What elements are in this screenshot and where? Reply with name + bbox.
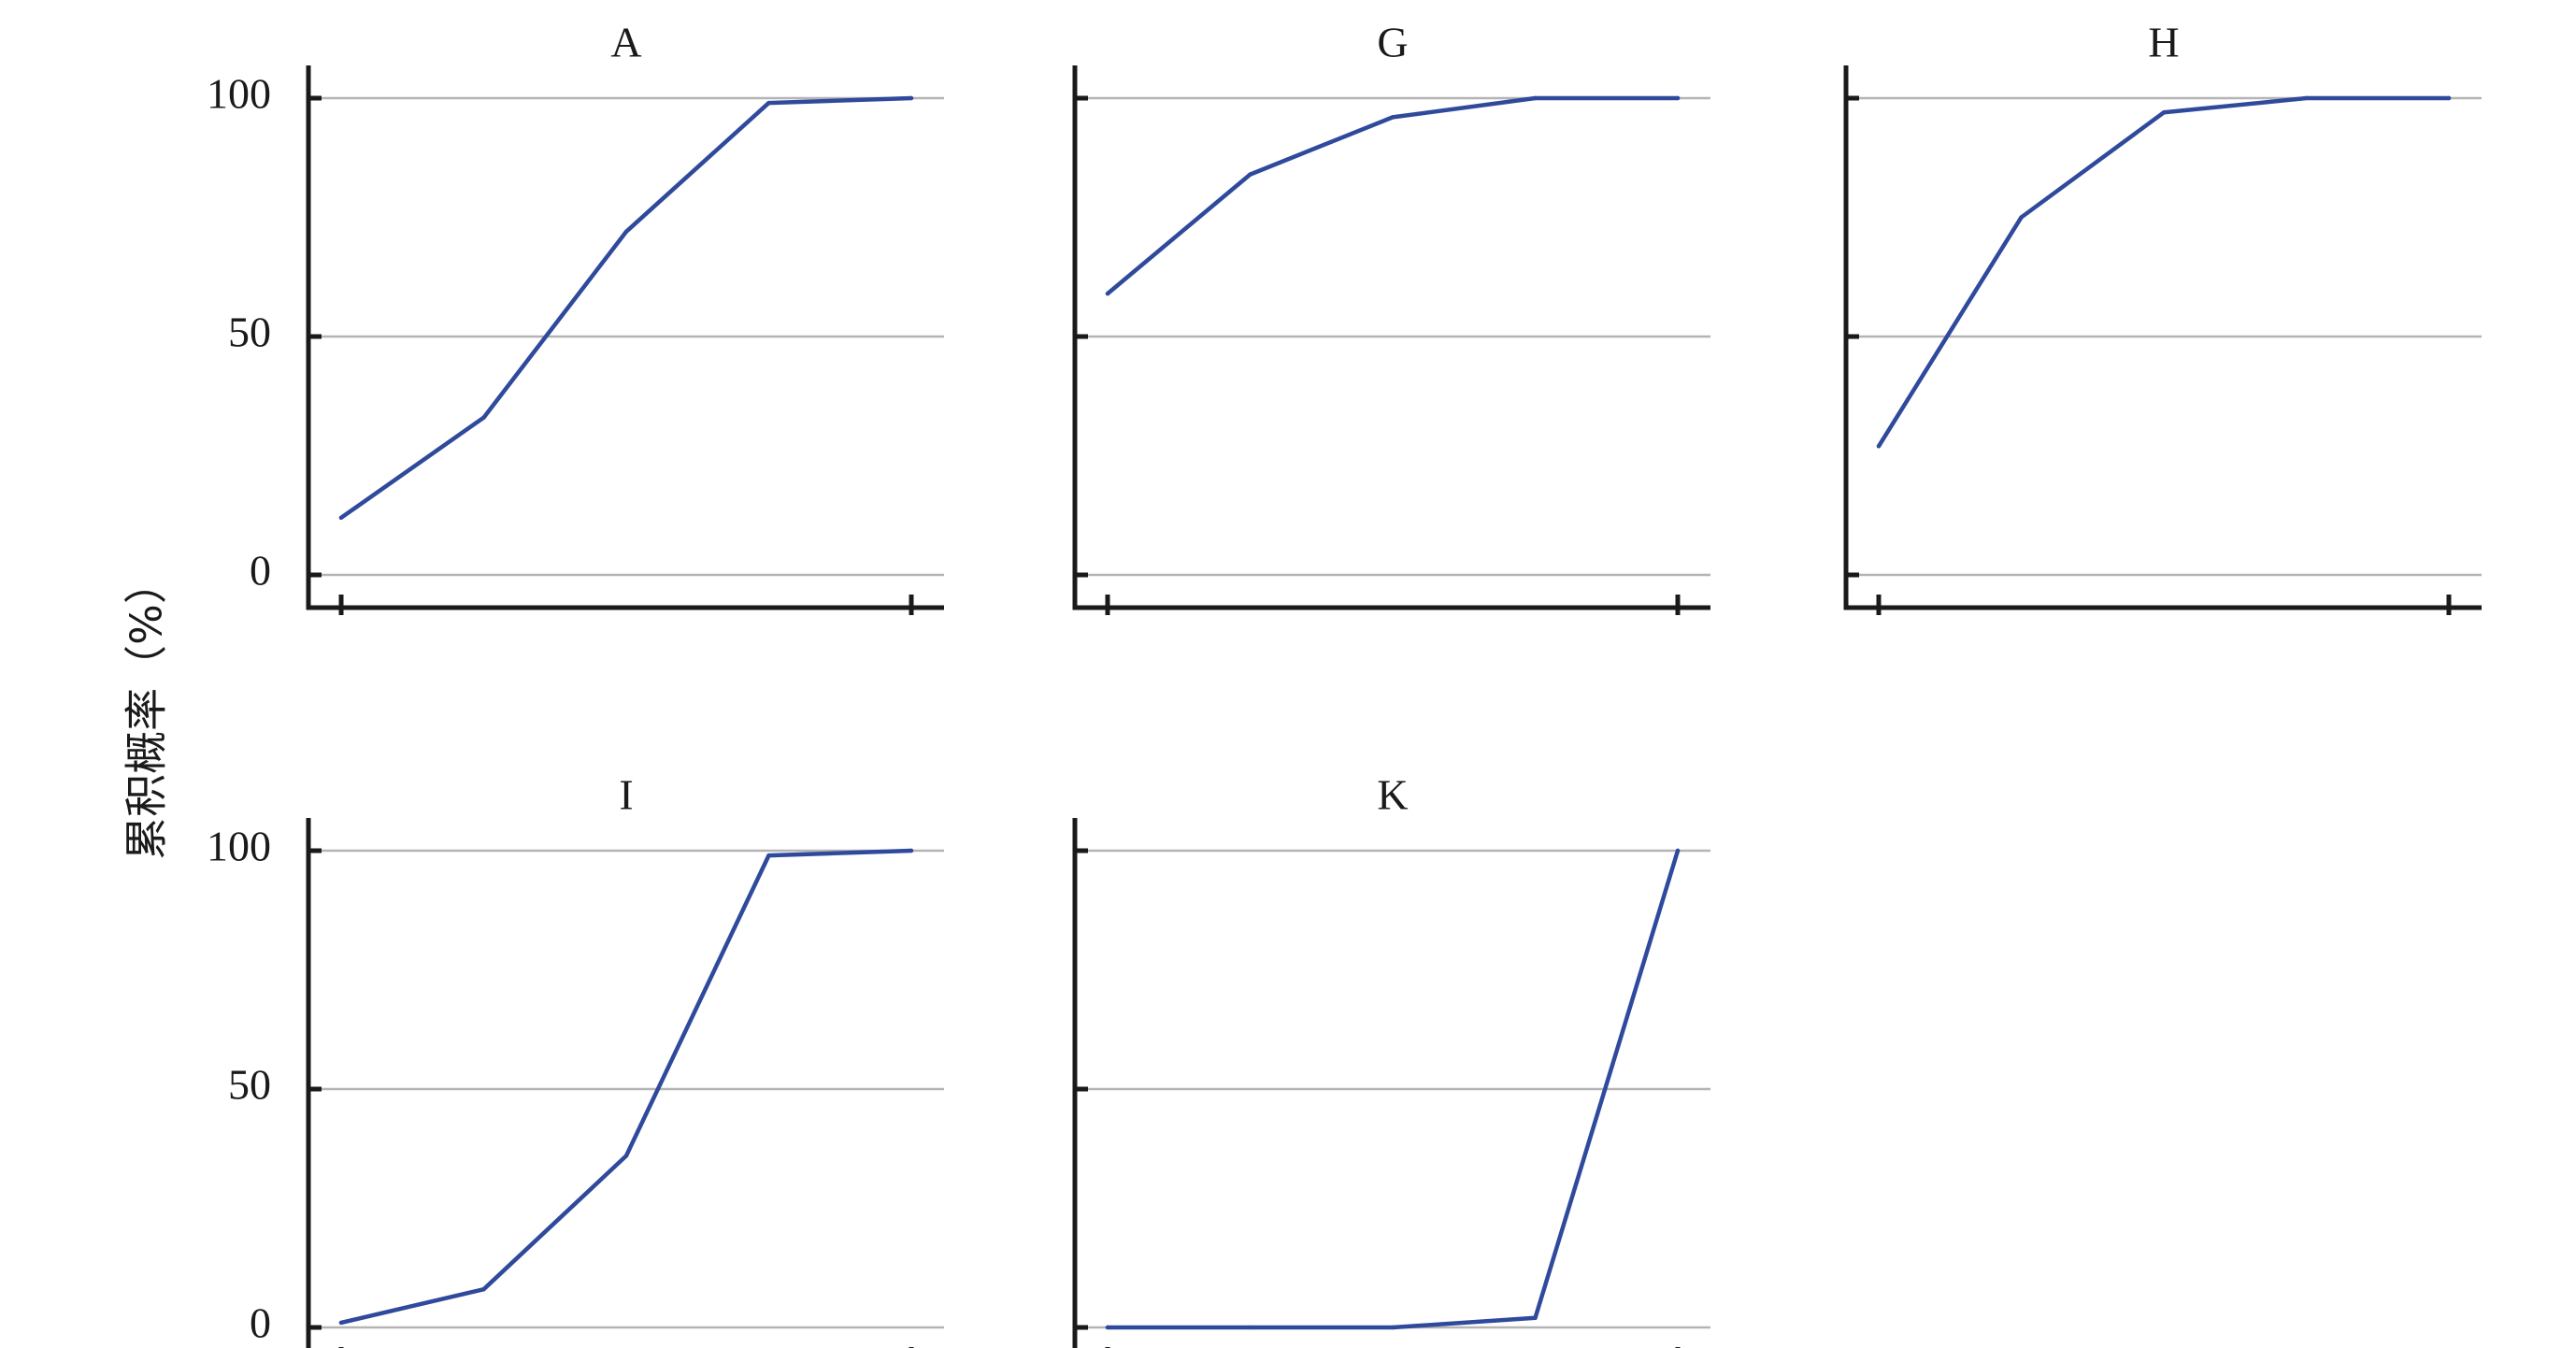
data-point <box>1533 95 1538 101</box>
data-point <box>1533 1315 1538 1321</box>
axis-frame <box>306 818 311 1348</box>
series-line <box>1105 95 1681 296</box>
data-point <box>1390 1325 1395 1330</box>
data-point <box>909 848 914 853</box>
axis-frame <box>1843 65 2482 610</box>
data-point <box>2019 215 2024 220</box>
series-line <box>338 848 914 1326</box>
data-point <box>909 95 914 101</box>
data-point <box>338 515 344 520</box>
chart-panel-i: I 0 50 100 <box>207 771 944 1348</box>
data-point <box>1876 444 1882 449</box>
data-point <box>2304 95 2309 101</box>
data-point <box>2161 110 2167 115</box>
panel-title: I <box>619 771 633 819</box>
data-point <box>1105 1325 1110 1330</box>
data-point <box>766 853 771 858</box>
y-tick-label: 100 <box>207 70 271 118</box>
chart-panel-g: G <box>1072 19 1710 615</box>
series-line <box>1876 95 2452 449</box>
y-tick-label: 50 <box>228 308 271 356</box>
y-tick-label: 0 <box>250 547 271 595</box>
data-point <box>2446 95 2452 101</box>
axis-frame <box>1072 818 1078 1348</box>
data-point <box>1675 848 1681 853</box>
y-axis-title: 累积概率（%） <box>122 561 172 860</box>
chart-panel-a: A 0 50 100 <box>207 19 944 615</box>
data-point <box>766 100 771 106</box>
panel-title: K <box>1377 771 1408 819</box>
data-point <box>1675 95 1681 101</box>
y-tick-label: 100 <box>207 823 271 870</box>
data-point <box>481 1287 486 1292</box>
panel-title: H <box>2148 19 2179 66</box>
panel-title: G <box>1377 19 1408 66</box>
data-point <box>1105 291 1110 296</box>
data-point <box>1390 115 1395 120</box>
panel-title: A <box>610 19 641 66</box>
data-point <box>338 1320 344 1326</box>
data-point <box>623 229 629 234</box>
data-point <box>481 415 486 420</box>
axis-frame <box>1072 65 1710 610</box>
axis-frame <box>306 65 944 610</box>
y-tick-label: 0 <box>250 1299 271 1347</box>
data-point <box>1248 1325 1252 1330</box>
data-point <box>623 1154 629 1158</box>
chart-panel-k: K <box>1072 771 1710 1348</box>
series-line <box>338 95 914 521</box>
y-tick-label: 50 <box>228 1061 271 1109</box>
data-point <box>1248 172 1252 177</box>
chart-panel-h: H <box>1843 19 2482 615</box>
